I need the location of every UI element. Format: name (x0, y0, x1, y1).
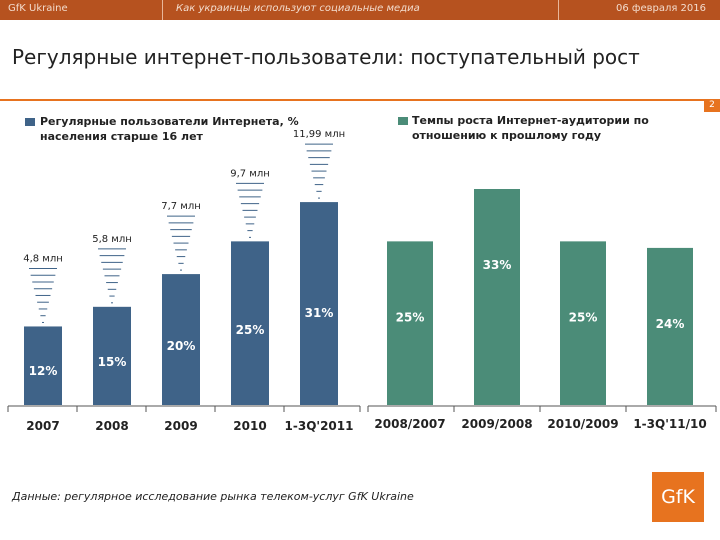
title-divider (0, 99, 720, 101)
data-label: 31% (305, 306, 334, 320)
bar-left-2010 (231, 241, 269, 405)
header-separator (558, 0, 559, 20)
bar-right-1-3Q'11/10 (647, 247, 693, 405)
source-footnote: Данные: регулярное исследование рынка те… (12, 490, 414, 503)
bar-left-2008 (93, 306, 131, 405)
data-label: 20% (167, 339, 196, 353)
x-tick-label: 2010 (233, 419, 266, 433)
header-topic: Как украинцы используют социальные медиа (176, 3, 420, 14)
legend-swatch-right (398, 117, 408, 125)
bar-left-2009 (162, 274, 200, 405)
header-date: 06 февраля 2016 (615, 3, 706, 14)
data-label: 25% (236, 323, 265, 337)
x-tick-label: 2010/2009 (547, 417, 618, 431)
x-tick-label: 2008 (95, 419, 128, 433)
annotation-millions: 9,7 млн (230, 168, 270, 179)
annotation-millions: 5,8 млн (92, 234, 132, 245)
annotation-millions: 7,7 млн (161, 201, 201, 212)
data-label: 25% (569, 310, 598, 324)
gfk-logo: GfK (652, 472, 704, 522)
annotation-millions: 4,8 млн (23, 253, 63, 264)
data-label: 24% (656, 317, 685, 331)
top-header-bar: GfK Ukraine Как украинцы используют соци… (0, 0, 720, 20)
legend-label-right-line2: отношению к прошлому году (412, 129, 601, 142)
bar-left-2007 (24, 326, 62, 405)
data-label: 33% (483, 258, 512, 272)
bar-right-2010/2009 (560, 241, 606, 405)
x-tick-label: 2008/2007 (374, 417, 445, 431)
annotation-millions: 11,99 млн (293, 129, 345, 140)
bar-right-2009/2008 (474, 189, 520, 405)
bar-right-2008/2007 (387, 241, 433, 405)
data-label: 15% (98, 355, 127, 369)
legend-label-left-line2: населения старше 16 лет (40, 130, 204, 143)
bar-left-1-3Q'2011 (300, 202, 338, 405)
charts-canvas: Регулярные пользователи Интернета, % насе… (7, 114, 717, 433)
page-number: 2 (704, 99, 720, 112)
x-tick-label: 2009/2008 (461, 417, 532, 431)
x-tick-label: 2007 (26, 419, 59, 433)
legend-label-left-line1: Регулярные пользователи Интернета, % (40, 115, 299, 128)
x-tick-label: 2009 (164, 419, 197, 433)
legend-swatch-left (25, 118, 35, 126)
header-company: GfK Ukraine (8, 3, 68, 14)
x-tick-label: 1-3Q'2011 (285, 419, 354, 433)
page-title: Регулярные интернет-пользователи: поступ… (12, 45, 640, 69)
legend-label-right-line1: Темпы роста Интернет-аудитории по (412, 114, 649, 127)
data-label: 12% (29, 364, 58, 378)
data-label: 25% (396, 310, 425, 324)
x-tick-label: 1-3Q'11/10 (633, 417, 706, 431)
header-separator (162, 0, 163, 20)
